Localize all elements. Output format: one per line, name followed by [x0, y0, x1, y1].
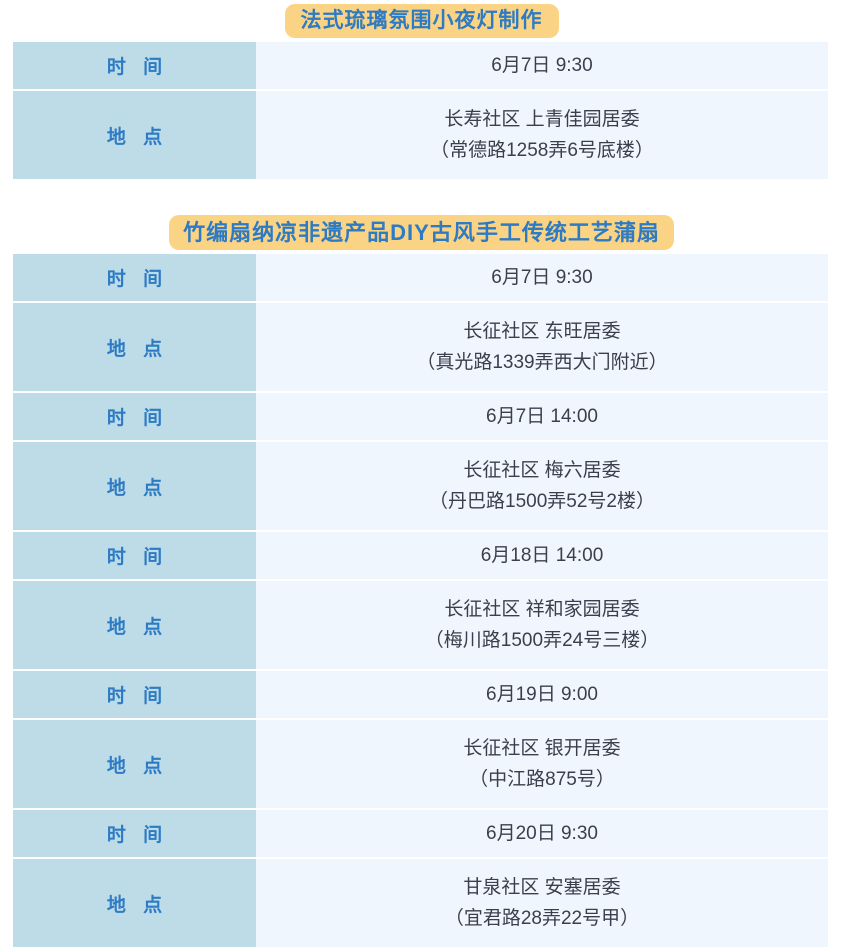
- table-row-place: 地 点 长征社区 梅六居委 （丹巴路1500弄52号2楼）: [13, 442, 828, 530]
- row-label-time: 时 间: [13, 532, 256, 579]
- row-value-place: 长征社区 祥和家园居委 （梅川路1500弄24号三楼）: [256, 581, 828, 669]
- activity-section-1: 法式琉璃氛围小夜灯制作 时 间 6月7日 9:30 地 点 长寿社区 上青佳园居…: [0, 0, 843, 179]
- row-label-time: 时 间: [13, 254, 256, 301]
- row-label-place: 地 点: [13, 859, 256, 947]
- section-2-table: 时 间 6月7日 9:30 地 点 长征社区 东旺居委 （真光路1339弄西大门…: [13, 254, 828, 947]
- place-name-text: 长寿社区 上青佳园居委: [444, 109, 640, 130]
- time-text: 6月7日 9:30: [491, 55, 593, 76]
- place-name-text: 长征社区 梅六居委: [463, 460, 621, 481]
- place-address-text: （宜君路28弄22号甲）: [444, 908, 640, 929]
- place-address-text: （中江路875号）: [469, 769, 615, 790]
- table-row-time: 时 间 6月7日 9:30: [13, 42, 828, 89]
- place-name-text: 甘泉社区 安塞居委: [463, 877, 621, 898]
- time-text: 6月20日 9:30: [486, 823, 598, 844]
- time-text: 6月7日 14:00: [486, 406, 598, 427]
- activity-section-2: 竹编扇纳凉非遗产品DIY古风手工传统工艺蒲扇 时 间 6月7日 9:30 地 点…: [0, 215, 843, 947]
- table-row-place: 地 点 长寿社区 上青佳园居委 （常德路1258弄6号底楼）: [13, 91, 828, 179]
- place-address-text: （真光路1339弄西大门附近）: [416, 352, 668, 373]
- table-row-place: 地 点 长征社区 东旺居委 （真光路1339弄西大门附近）: [13, 303, 828, 391]
- row-value-place: 长寿社区 上青佳园居委 （常德路1258弄6号底楼）: [256, 91, 828, 179]
- row-value-place: 长征社区 梅六居委 （丹巴路1500弄52号2楼）: [256, 442, 828, 530]
- row-value-time: 6月7日 9:30: [256, 254, 828, 301]
- place-address-text: （常德路1258弄6号底楼）: [430, 140, 654, 161]
- row-label-place: 地 点: [13, 581, 256, 669]
- row-label-time: 时 间: [13, 810, 256, 857]
- table-row-time: 时 间 6月7日 9:30: [13, 254, 828, 301]
- row-label-place: 地 点: [13, 442, 256, 530]
- table-row-time: 时 间 6月19日 9:00: [13, 671, 828, 718]
- row-value-place: 长征社区 银开居委 （中江路875号）: [256, 720, 828, 808]
- row-label-time: 时 间: [13, 671, 256, 718]
- place-address-text: （梅川路1500弄24号三楼）: [424, 630, 660, 651]
- place-name-text: 长征社区 银开居委: [463, 738, 621, 759]
- section-1-table: 时 间 6月7日 9:30 地 点 长寿社区 上青佳园居委 （常德路1258弄6…: [13, 42, 828, 179]
- row-value-time: 6月18日 14:00: [256, 532, 828, 579]
- row-value-time: 6月7日 9:30: [256, 42, 828, 89]
- time-text: 6月18日 14:00: [480, 545, 604, 566]
- row-value-time: 6月20日 9:30: [256, 810, 828, 857]
- row-value-place: 长征社区 东旺居委 （真光路1339弄西大门附近）: [256, 303, 828, 391]
- row-label-place: 地 点: [13, 303, 256, 391]
- spacer-between-sections: [0, 181, 843, 215]
- time-text: 6月7日 9:30: [491, 267, 593, 288]
- row-label-place: 地 点: [13, 720, 256, 808]
- section-2-banner-row: 竹编扇纳凉非遗产品DIY古风手工传统工艺蒲扇: [0, 215, 843, 250]
- place-address-text: （丹巴路1500弄52号2楼）: [429, 491, 655, 512]
- place-name-text: 长征社区 祥和家园居委: [444, 599, 640, 620]
- section-1-title-banner: 法式琉璃氛围小夜灯制作: [284, 4, 559, 38]
- table-row-time: 时 间 6月18日 14:00: [13, 532, 828, 579]
- table-row-place: 地 点 长征社区 祥和家园居委 （梅川路1500弄24号三楼）: [13, 581, 828, 669]
- table-row-time: 时 间 6月7日 14:00: [13, 393, 828, 440]
- time-text: 6月19日 9:00: [486, 684, 598, 705]
- row-label-place: 地 点: [13, 91, 256, 179]
- row-value-time: 6月19日 9:00: [256, 671, 828, 718]
- table-row-place: 地 点 甘泉社区 安塞居委 （宜君路28弄22号甲）: [13, 859, 828, 947]
- row-label-time: 时 间: [13, 393, 256, 440]
- section-2-title-banner: 竹编扇纳凉非遗产品DIY古风手工传统工艺蒲扇: [169, 215, 674, 250]
- place-name-text: 长征社区 东旺居委: [463, 321, 621, 342]
- row-label-time: 时 间: [13, 42, 256, 89]
- row-value-place: 甘泉社区 安塞居委 （宜君路28弄22号甲）: [256, 859, 828, 947]
- table-row-time: 时 间 6月20日 9:30: [13, 810, 828, 857]
- row-value-time: 6月7日 14:00: [256, 393, 828, 440]
- table-row-place: 地 点 长征社区 银开居委 （中江路875号）: [13, 720, 828, 808]
- section-1-banner-row: 法式琉璃氛围小夜灯制作: [0, 0, 843, 38]
